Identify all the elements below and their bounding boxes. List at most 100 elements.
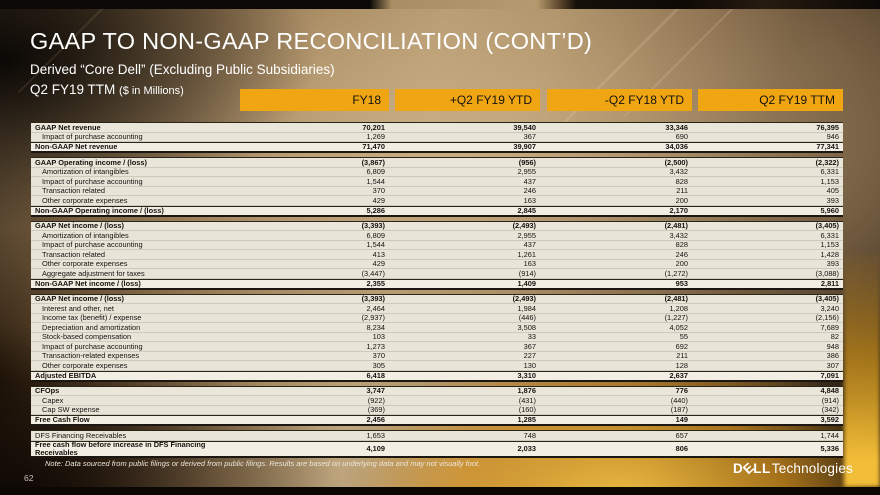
cell-q2fy18ytd: (2,500) xyxy=(664,157,688,167)
cell-q2fy19ytd: (914) xyxy=(518,268,536,278)
table-row: Income tax (benefit) / expense (2,937) (44… xyxy=(31,313,843,323)
cell-q2fy19ytd: 39,907 xyxy=(513,142,536,152)
table-row: Impact of purchase accounting 1,544 437 828… xyxy=(31,240,843,250)
table-row: CFOps 3,747 1,876 776 4,848 xyxy=(31,386,843,396)
table-row: Impact of purchase accounting 1,269 367 690… xyxy=(31,132,843,142)
cell-q2fy19ttm: 4,848 xyxy=(820,386,840,396)
table-row: Amortization of intangibles 6,809 2,955 3,4… xyxy=(31,231,843,241)
cell-q2fy19ytd: 437 xyxy=(523,176,536,186)
cell-q2fy18ytd: 828 xyxy=(675,176,688,186)
cell-fy18: 413 xyxy=(372,249,385,259)
cell-q2fy19ttm: 393 xyxy=(826,195,839,205)
cell-fy18: 429 xyxy=(372,195,385,205)
table-row: Aggregate adjustment for taxes (3,447) (91… xyxy=(31,269,843,279)
row-label: Amortization of intangibles xyxy=(42,230,129,240)
label-column-spacer xyxy=(31,89,240,111)
logo-d: D xyxy=(733,461,744,476)
cell-fy18: 70,201 xyxy=(362,122,385,132)
cell-q2fy19ttm: 1,428 xyxy=(820,249,840,259)
table-row: DFS Financing Receivables 1,653 748 657 1,74… xyxy=(31,431,843,441)
cell-q2fy19ttm: 307 xyxy=(826,360,839,370)
row-label: Transaction-related expenses xyxy=(42,351,140,361)
cell-q2fy19ytd: 2,033 xyxy=(517,443,537,453)
cell-fy18: 6,809 xyxy=(366,230,386,240)
cell-fy18: (3,447) xyxy=(361,268,385,278)
logo-ll: LL xyxy=(753,461,771,476)
cell-fy18: 305 xyxy=(372,360,385,370)
row-label: Transaction related xyxy=(42,249,105,259)
top-bar xyxy=(0,0,880,9)
cell-q2fy19ttm: 3,240 xyxy=(820,303,840,313)
row-label: Impact of purchase accounting xyxy=(42,240,143,250)
cell-q2fy18ytd: 3,432 xyxy=(669,167,689,177)
cell-q2fy18ytd: 55 xyxy=(679,332,688,342)
cell-fy18: 1,273 xyxy=(366,341,386,351)
dell-technologies-logo: D E LL Technologies xyxy=(733,460,853,477)
cell-fy18: (369) xyxy=(367,405,385,415)
background-gold-strip xyxy=(844,255,880,487)
cell-q2fy19ytd: 1,261 xyxy=(517,249,537,259)
cell-q2fy18ytd: 2,170 xyxy=(669,205,689,215)
row-label: Income tax (benefit) / expense xyxy=(42,313,142,323)
cell-q2fy18ytd: 806 xyxy=(675,443,688,453)
cell-q2fy19ttm: 6,331 xyxy=(820,167,840,177)
cell-q2fy19ttm: 76,395 xyxy=(816,122,839,132)
row-label: Adjusted EBITDA xyxy=(35,370,97,380)
cell-q2fy19ytd: (160) xyxy=(518,405,536,415)
cell-q2fy18ytd: 128 xyxy=(675,360,688,370)
cell-q2fy19ytd: 1,876 xyxy=(517,386,537,396)
row-label: Free cash flow before increase in DFS Fi… xyxy=(35,439,206,457)
table-row: Transaction related 413 1,261 246 1,428 xyxy=(31,250,843,260)
cell-q2fy18ytd: 33,346 xyxy=(665,122,688,132)
subtitle-main: Q2 FY19 TTM xyxy=(30,82,120,97)
bottom-bar xyxy=(0,487,880,495)
cell-q2fy19ttm: 3,592 xyxy=(820,415,840,425)
cell-q2fy19ttm: 6,331 xyxy=(820,230,840,240)
table-row: Impact of purchase accounting 1,273 367 692… xyxy=(31,342,843,352)
column-q2fy18ytd: -Q2 FY18 YTD xyxy=(540,89,692,111)
cell-q2fy18ytd: (1,272) xyxy=(664,268,688,278)
row-label: CFOps xyxy=(35,386,60,396)
row-label: GAAP Operating income / (loss) xyxy=(35,157,147,167)
cell-fy18: 71,470 xyxy=(362,142,385,152)
cell-fy18: 3,747 xyxy=(366,386,386,396)
cell-fy18: 1,544 xyxy=(366,176,386,186)
cell-fy18: 2,456 xyxy=(366,415,386,425)
cell-q2fy18ytd: 690 xyxy=(675,132,688,142)
column-q2fy19ytd: +Q2 FY19 YTD xyxy=(389,89,540,111)
cell-q2fy19ytd: (2,493) xyxy=(512,221,536,231)
cell-fy18: 6,809 xyxy=(366,167,386,177)
table-row: Interest and other, net 2,464 1,984 1,208 3,… xyxy=(31,304,843,314)
cell-q2fy19ttm: 5,336 xyxy=(820,443,840,453)
cell-q2fy19ytd: 163 xyxy=(523,195,536,205)
cell-q2fy19ytd: 1,409 xyxy=(517,278,537,288)
column-header-fy18: FY18 xyxy=(240,89,389,111)
row-label: Other corporate expenses xyxy=(42,360,128,370)
cell-q2fy19ytd: (2,493) xyxy=(512,294,536,304)
cell-q2fy19ttm: 948 xyxy=(826,341,839,351)
cell-q2fy19ttm: 386 xyxy=(826,351,839,361)
cell-q2fy18ytd: 2,637 xyxy=(669,370,689,380)
column-headers: FY18 +Q2 FY19 YTD -Q2 FY18 YTD Q2 FY19 T… xyxy=(31,89,843,111)
cell-fy18: 1,653 xyxy=(366,430,386,440)
footnote: Note: Data sourced from public filings o… xyxy=(45,459,481,468)
cell-q2fy19ytd: 1,984 xyxy=(517,303,537,313)
table-row: Transaction related 370 246 211 405 xyxy=(31,186,843,196)
cell-fy18: 370 xyxy=(372,186,385,196)
column-header-q2fy19ytd: +Q2 FY19 YTD xyxy=(395,89,540,111)
page-number: 62 xyxy=(24,473,34,483)
cell-fy18: (3,393) xyxy=(361,294,385,304)
cell-q2fy18ytd: 657 xyxy=(675,430,688,440)
cell-q2fy18ytd: 1,208 xyxy=(669,303,689,313)
cell-q2fy19ttm: 393 xyxy=(826,259,839,269)
cell-q2fy19ttm: 5,960 xyxy=(820,205,840,215)
table-section: GAAP Net income / (loss) (3,393) (2,493) (2… xyxy=(31,293,843,382)
cell-q2fy19ytd: 2,845 xyxy=(517,205,537,215)
row-label: Impact of purchase accounting xyxy=(42,132,143,142)
cell-fy18: 1,269 xyxy=(366,132,386,142)
row-label: Stock-based compensation xyxy=(42,332,132,342)
cell-q2fy19ytd: 2,955 xyxy=(517,167,537,177)
cell-q2fy19ttm: 7,091 xyxy=(820,370,840,380)
cell-q2fy19ttm: 1,153 xyxy=(820,240,840,250)
row-label: Impact of purchase accounting xyxy=(42,176,143,186)
